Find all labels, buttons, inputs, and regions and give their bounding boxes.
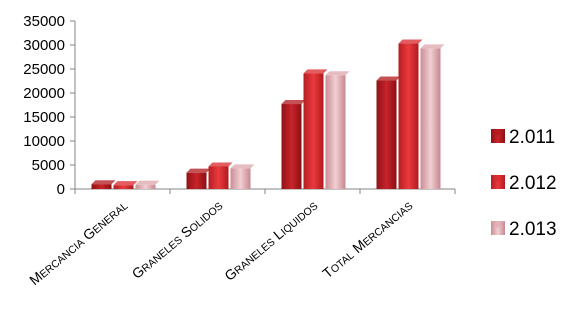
bar-top-2011-3 [376, 76, 401, 81]
bar-top-2013-0 [135, 180, 160, 185]
y-ticks: 0 5000 10000 15000 20000 25000 30000 35000 [23, 13, 456, 198]
bar-top-2011-2 [281, 100, 306, 105]
bar-top-2011-0 [91, 180, 116, 185]
bar-2012-1 [208, 166, 229, 189]
bar-2012-2 [303, 73, 324, 189]
y-tick-label: 5000 [32, 157, 65, 174]
bar-2011-1 [186, 172, 207, 189]
x-category-label: MERCANCIA GENERAL [26, 197, 130, 288]
y-tick-label: 10000 [23, 133, 65, 150]
y-tick-label: 0 [57, 181, 65, 198]
legend-label-2013: 2.013 [509, 219, 557, 240]
bar-top-2012-3 [398, 39, 423, 44]
bar-top-2013-3 [420, 44, 445, 49]
y-tick-label: 30000 [23, 37, 65, 54]
bar-2013-0 [135, 184, 156, 189]
bars [91, 39, 445, 190]
x-category-label: GRANELES LIQUIDOS [221, 197, 320, 284]
x-category-label: TOTAL MERCANCIAS [319, 197, 415, 281]
legend-swatch-shade [491, 129, 505, 136]
legend-swatch-shade [491, 175, 505, 182]
bar-top-2013-1 [230, 164, 255, 169]
bar-2011-3 [376, 80, 397, 189]
axes [74, 21, 455, 190]
bar-2011-0 [91, 184, 112, 189]
legend-label-2011: 2.011 [509, 127, 555, 148]
bar-top-2013-2 [325, 71, 350, 76]
bar-2012-3 [398, 43, 419, 190]
x-category-label: GRANELES SOLIDOS [129, 197, 226, 282]
bar-2012-0 [113, 185, 134, 189]
legend: 2.011 2.012 2.013 [491, 127, 557, 240]
legend-swatch-shade [491, 221, 505, 228]
bar-top-2012-2 [303, 69, 328, 74]
bar-2013-3 [420, 48, 441, 189]
bar-top-2012-1 [208, 162, 233, 167]
legend-label-2012: 2.012 [509, 173, 557, 194]
y-tick-label: 20000 [23, 85, 65, 102]
bar-top-2011-1 [186, 168, 211, 173]
y-tick-label: 25000 [23, 61, 65, 78]
y-tick-label: 15000 [23, 109, 65, 126]
bar-2013-1 [230, 168, 251, 189]
bar-2011-2 [281, 104, 302, 189]
y-tick-label: 35000 [23, 13, 65, 30]
bar-top-2012-0 [113, 181, 138, 186]
bar-2013-2 [325, 75, 346, 189]
